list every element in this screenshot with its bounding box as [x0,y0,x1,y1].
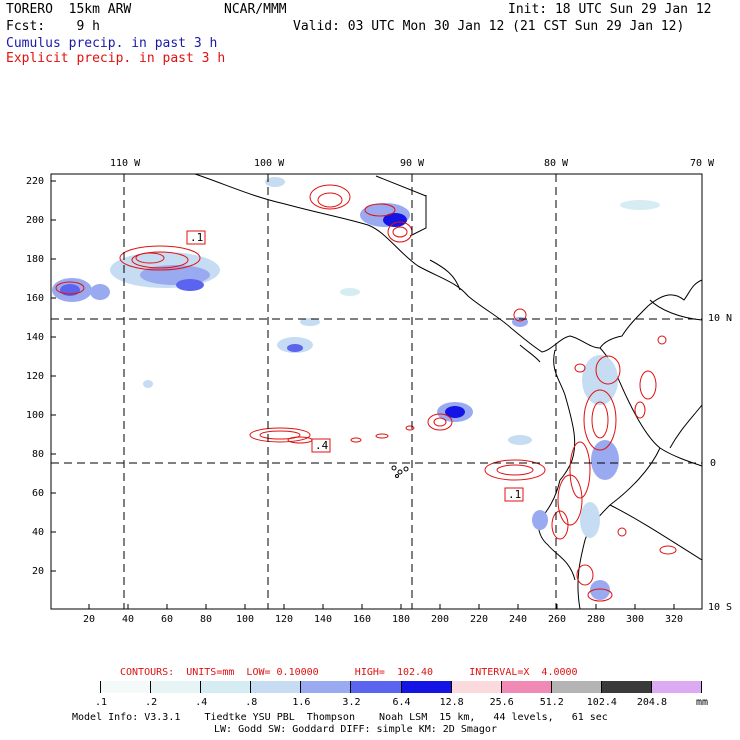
x-tick-label: 320 [665,614,684,625]
y-tick-label: 200 [26,215,45,226]
x-tick-label: 20 [83,614,96,625]
map-frame [50,173,703,610]
x-tick-label: 120 [275,614,294,625]
colorbar-swatch [301,681,352,693]
model-info-line: Model Info: V3.3.1 Tiedtke YSU PBL Thomp… [72,712,608,723]
forecast-hour: Fcst: 9 h [6,19,100,34]
x-tick-label: 200 [431,614,450,625]
y-tick-label: 100 [26,410,45,421]
org-label: NCAR/MMM [224,2,287,17]
x-tick-label: 260 [548,614,567,625]
valid-time: Valid: 03 UTC Mon 30 Jan 12 (21 CST Sun … [293,19,685,34]
colorbar-swatch [451,681,502,693]
model-title: TORERO 15km ARW [6,2,132,17]
y-tick-label: 120 [26,371,45,382]
x-tick-label: 80 [200,614,213,625]
contour-label-2: .4 [315,439,329,452]
colorbar-swatch [151,681,202,693]
x-tick-label: 160 [353,614,372,625]
y-tick-label: 60 [32,488,45,499]
x-axis-ticks [88,604,675,609]
colorbar-swatch [251,681,302,693]
colorbar-label: 6.4 [392,697,411,708]
colorbar-label: .8 [245,697,258,708]
colorbar-label: .2 [145,697,158,708]
lat-label-10n: 10 N [708,313,733,324]
y-tick-label: 220 [26,176,45,187]
colorbar-swatch [601,681,652,693]
physics-info-line: LW: Godd SW: Goddard DIFF: simple KM: 2D… [214,724,497,735]
colorbar-swatch [651,681,702,693]
colorbar-units: mm [696,697,709,708]
colorbar-swatch [201,681,252,693]
cumulus-precip-shading [52,177,660,600]
x-tick-label: 60 [161,614,174,625]
colorbar-label: 3.2 [342,697,361,708]
galapagos-islands [391,465,409,478]
colorbar-swatch [401,681,452,693]
lon-label-100w: 100 W [254,158,285,169]
colorbar-label: 25.6 [489,697,514,708]
x-tick-label: 100 [236,614,255,625]
colorbar-label: 1.6 [292,697,311,708]
x-tick-label: 280 [587,614,606,625]
colorbar-label: .4 [195,697,208,708]
contour-label-1: .1 [190,231,204,244]
colorbar-label: 204.8 [636,697,667,708]
x-tick-label: 220 [470,614,489,625]
lat-lon-grid [51,174,702,609]
y-tick-label: 80 [32,449,45,460]
y-tick-label: 140 [26,332,45,343]
field-explicit-label: Explicit precip. in past 3 h [6,51,226,66]
colorbar-label: 12.8 [439,697,464,708]
lon-label-110w: 110 W [110,158,141,169]
colorbar-swatch [501,681,552,693]
y-tick-label: 160 [26,293,45,304]
x-tick-label: 300 [626,614,645,625]
y-tick-label: 180 [26,254,45,265]
init-time: Init: 18 UTC Sun 29 Jan 12 [508,2,712,17]
contour-label-boxes [186,230,524,502]
lat-label-10s: 10 S [708,602,733,613]
y-axis-ticks [51,180,56,572]
lon-label-70w: 70 W [690,158,715,169]
x-tick-label: 180 [392,614,411,625]
lon-label-90w: 90 W [400,158,425,169]
lon-label-80w: 80 W [544,158,569,169]
colorbar-label: 51.2 [539,697,564,708]
colorbar-swatch [51,681,102,693]
colorbar-swatch [551,681,602,693]
lat-label-0: 0 [710,458,717,469]
colorbar-label: 102.4 [586,697,617,708]
x-tick-label: 40 [122,614,135,625]
coastlines [194,173,703,610]
colorbar-swatch [101,681,152,693]
colorbar-swatch [351,681,402,693]
x-tick-label: 240 [509,614,528,625]
colorbar-label: .1 [95,697,108,708]
y-tick-label: 40 [32,527,45,538]
y-tick-label: 20 [32,566,45,577]
contours-info: CONTOURS: UNITS=mm LOW= 0.10000 HIGH= 10… [120,667,578,678]
x-tick-label: 140 [314,614,333,625]
contour-label-3: .1 [508,488,522,501]
field-cumulus-label: Cumulus precip. in past 3 h [6,36,218,51]
explicit-precip-contours [55,184,677,602]
